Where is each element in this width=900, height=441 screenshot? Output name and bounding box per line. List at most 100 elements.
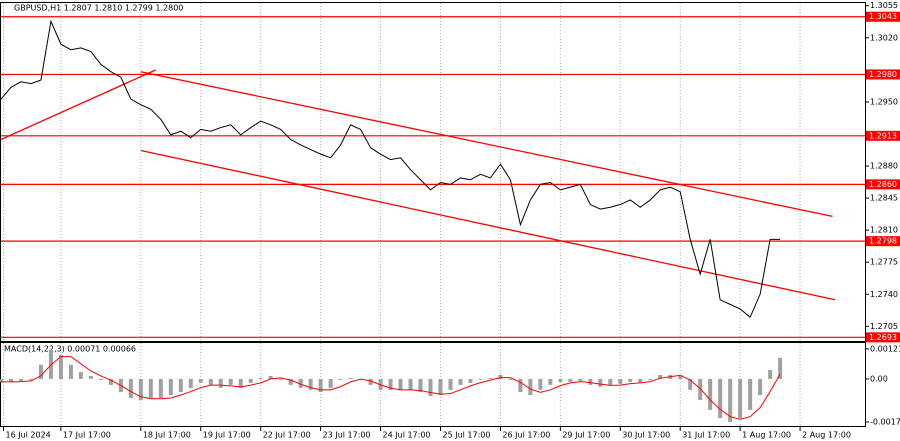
trend-line xyxy=(140,71,833,218)
histogram-bar xyxy=(548,378,553,385)
trend-line xyxy=(140,149,836,301)
x-tick-label: 29 Jul 17:00 xyxy=(562,431,610,440)
histogram-bar xyxy=(58,354,63,379)
histogram-bar xyxy=(28,378,33,380)
main-panel-frame xyxy=(0,2,866,342)
x-tick-label: 18 Jul 17:00 xyxy=(143,431,191,440)
histogram-bar xyxy=(208,378,213,385)
level-label: 1.3043 xyxy=(869,12,897,21)
histogram-bar xyxy=(628,378,633,382)
histogram-bar xyxy=(508,378,513,380)
y-tick-label: -0.00174 xyxy=(870,418,900,427)
histogram-bar xyxy=(728,378,733,423)
histogram-bar xyxy=(768,370,773,379)
histogram-bar xyxy=(98,378,103,380)
y-tick-label: 1.2880 xyxy=(870,162,898,171)
histogram-bar xyxy=(188,378,193,388)
histogram-bar xyxy=(758,378,763,396)
level-label: 1.2798 xyxy=(869,237,897,246)
y-tick-label: 1.3020 xyxy=(870,33,898,42)
x-tick-label: 1 Aug 17:00 xyxy=(742,431,791,440)
histogram-bar xyxy=(558,378,563,382)
histogram-bar xyxy=(448,378,453,390)
histogram-bar xyxy=(368,378,373,385)
histogram-bar xyxy=(778,357,783,379)
histogram-bar xyxy=(218,378,223,388)
histogram-bar xyxy=(8,378,13,382)
histogram-bar xyxy=(308,378,313,390)
histogram-bar xyxy=(468,378,473,383)
histogram-bar xyxy=(148,378,153,399)
histogram-bar xyxy=(278,378,283,380)
histogram-bar xyxy=(518,378,523,393)
histogram-bar xyxy=(198,378,203,383)
histogram-bar xyxy=(608,378,613,385)
y-tick-label: 1.2810 xyxy=(870,226,898,235)
histogram-bar xyxy=(528,378,533,396)
histogram-bar xyxy=(488,377,493,379)
y-tick-label: 1.2845 xyxy=(870,194,898,203)
x-tick-label: 26 Jul 17:00 xyxy=(502,431,550,440)
histogram-bar xyxy=(138,378,143,400)
y-tick-label: 1.2740 xyxy=(870,290,898,299)
level-label-box xyxy=(866,179,900,190)
signal-line xyxy=(1,356,781,420)
histogram-bar xyxy=(168,378,173,396)
histogram-bar xyxy=(428,378,433,397)
x-tick-label: 31 Jul 17:00 xyxy=(682,431,730,440)
histogram-bar xyxy=(268,375,273,379)
histogram-bar xyxy=(0,378,3,382)
x-tick-label: 25 Jul 17:00 xyxy=(442,431,490,440)
histogram-bar xyxy=(648,378,653,380)
level-label-box xyxy=(866,130,900,141)
histogram-bar xyxy=(588,378,593,385)
level-label: 1.2980 xyxy=(869,70,897,79)
histogram-bar xyxy=(238,378,243,388)
y-tick-label: 0.00121 xyxy=(870,344,900,353)
histogram-bar xyxy=(408,378,413,390)
y-tick-label: 1.2705 xyxy=(870,322,898,331)
x-tick-label: 17 Jul 17:00 xyxy=(63,431,111,440)
level-label-box xyxy=(866,236,900,247)
price-line xyxy=(0,19,781,318)
macd-panel-frame xyxy=(0,342,866,427)
level-label: 1.2860 xyxy=(869,180,897,189)
trend-line xyxy=(0,69,157,141)
histogram-bar xyxy=(698,378,703,400)
histogram-bar xyxy=(438,378,443,396)
histogram-bar xyxy=(78,371,83,379)
x-tick-label: 23 Jul 17:00 xyxy=(323,431,371,440)
histogram-bar xyxy=(578,378,583,381)
histogram-bar xyxy=(418,378,423,393)
histogram-bar xyxy=(388,378,393,390)
histogram-bar xyxy=(128,378,133,399)
histogram-bar xyxy=(178,378,183,393)
histogram-bar xyxy=(678,375,683,379)
y-tick-label: 1.2775 xyxy=(870,258,898,267)
x-tick-label: 22 Jul 17:00 xyxy=(263,431,311,440)
x-tick-label: 30 Jul 17:00 xyxy=(622,431,670,440)
x-tick-label: 24 Jul 17:00 xyxy=(383,431,431,440)
histogram-bar xyxy=(228,378,233,385)
histogram-bar xyxy=(458,378,463,385)
histogram-bar xyxy=(298,378,303,388)
histogram-bar xyxy=(498,374,503,379)
histogram-bar xyxy=(618,378,623,384)
histogram-bar xyxy=(538,378,543,390)
level-label: 1.2913 xyxy=(869,131,897,140)
y-tick-label: 0.00 xyxy=(870,374,888,383)
histogram-bar xyxy=(348,377,353,379)
histogram-bar xyxy=(38,364,43,379)
histogram-bar xyxy=(688,378,693,390)
histogram-bar xyxy=(328,378,333,388)
y-tick-label: 1.2950 xyxy=(870,97,898,106)
histogram-bar xyxy=(568,378,573,382)
histogram-bar xyxy=(88,375,93,379)
histogram-bar xyxy=(68,364,73,379)
y-tick-label: 1.3055 xyxy=(870,1,898,10)
histogram-bar xyxy=(398,378,403,390)
level-label-box xyxy=(866,11,900,22)
histogram-bar xyxy=(708,378,713,410)
